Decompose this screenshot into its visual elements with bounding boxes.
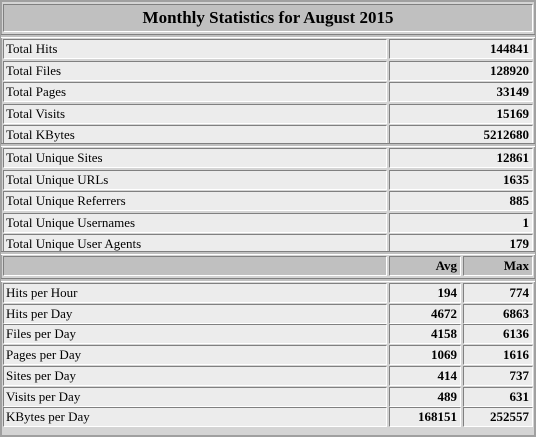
rate-max-value: 6136 bbox=[463, 324, 533, 345]
stat-label: Total Unique URLs bbox=[3, 169, 387, 190]
stat-label: Total KBytes bbox=[3, 125, 387, 145]
stat-value: 144841 bbox=[389, 39, 533, 59]
rate-max-value: 774 bbox=[463, 283, 533, 303]
rate-avg-value: 4158 bbox=[389, 324, 461, 345]
avg-column-header: Avg bbox=[389, 256, 461, 276]
section-separator bbox=[1, 251, 535, 255]
stat-value: 33149 bbox=[389, 82, 533, 102]
section-separator bbox=[1, 143, 535, 147]
section-separator bbox=[1, 278, 535, 282]
rate-label: Files per Day bbox=[3, 324, 387, 345]
avgmax-header-blank bbox=[3, 256, 387, 276]
rate-avg-value: 1069 bbox=[389, 345, 461, 366]
rate-max-value: 6863 bbox=[463, 303, 533, 324]
stat-value: 12861 bbox=[389, 148, 533, 168]
rate-max-value: 252557 bbox=[463, 407, 533, 428]
rate-label: Visits per Day bbox=[3, 386, 387, 407]
stat-value: 1635 bbox=[389, 169, 533, 190]
rate-label: Hits per Day bbox=[3, 303, 387, 324]
stat-label: Total Unique Usernames bbox=[3, 212, 387, 233]
stat-label: Total Hits bbox=[3, 39, 387, 59]
table-title: Monthly Statistics for August 2015 bbox=[3, 4, 533, 32]
stat-value: 885 bbox=[389, 191, 533, 211]
stat-label: Total Pages bbox=[3, 82, 387, 102]
rate-max-value: 1616 bbox=[463, 345, 533, 366]
stat-value: 15169 bbox=[389, 103, 533, 124]
rate-label: Sites per Day bbox=[3, 365, 387, 386]
stat-value: 128920 bbox=[389, 60, 533, 81]
rate-max-value: 737 bbox=[463, 365, 533, 386]
stat-value: 1 bbox=[389, 212, 533, 233]
stat-label: Total Unique Sites bbox=[3, 148, 387, 168]
rate-label: KBytes per Day bbox=[3, 407, 387, 428]
rate-avg-value: 414 bbox=[389, 365, 461, 386]
stat-value: 5212680 bbox=[389, 125, 533, 145]
stat-label: Total Unique Referrers bbox=[3, 191, 387, 211]
stat-label: Total Visits bbox=[3, 103, 387, 124]
rate-label: Pages per Day bbox=[3, 345, 387, 366]
rate-label: Hits per Hour bbox=[3, 283, 387, 303]
rate-avg-value: 489 bbox=[389, 386, 461, 407]
max-column-header: Max bbox=[463, 256, 533, 276]
rate-avg-value: 194 bbox=[389, 283, 461, 303]
rate-avg-value: 4672 bbox=[389, 303, 461, 324]
rate-max-value: 631 bbox=[463, 386, 533, 407]
section-separator bbox=[1, 34, 535, 38]
rate-avg-value: 168151 bbox=[389, 407, 461, 428]
stat-label: Total Files bbox=[3, 60, 387, 81]
